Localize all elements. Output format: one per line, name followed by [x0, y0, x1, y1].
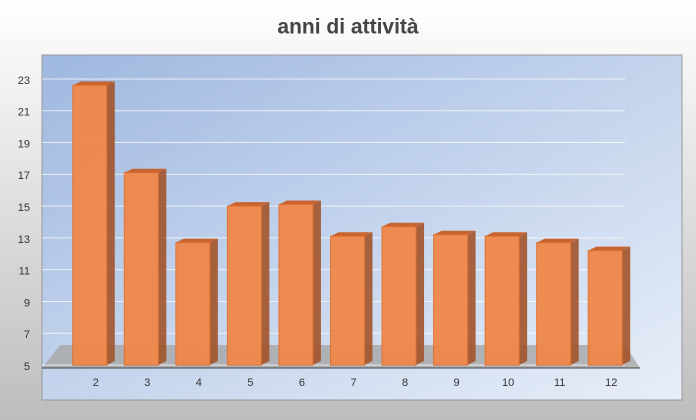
x-tick-label: 5	[247, 377, 253, 389]
x-tick-label: 9	[454, 377, 460, 389]
bar-top	[330, 232, 373, 237]
y-tick-label: 13	[18, 234, 30, 246]
y-tick-label: 5	[24, 361, 30, 373]
bar	[536, 242, 572, 366]
bar	[278, 204, 314, 366]
x-tick-label: 12	[605, 377, 617, 389]
y-tick-label: 21	[18, 107, 30, 119]
bar-side	[158, 168, 167, 365]
bar	[381, 226, 417, 366]
bar-top	[124, 168, 167, 173]
x-tick-label: 11	[554, 377, 565, 389]
x-tick-label: 3	[144, 377, 150, 389]
bar-side	[519, 232, 528, 365]
bar	[330, 235, 365, 366]
bar-side	[209, 238, 218, 365]
y-tick-label: 9	[24, 297, 30, 309]
bar-top	[278, 200, 321, 205]
x-tick-label: 2	[93, 377, 99, 389]
bar-top	[433, 230, 476, 235]
x-tick-label: 8	[402, 377, 408, 389]
bar-side	[416, 222, 425, 365]
bar-top	[485, 232, 528, 237]
bar-top	[588, 246, 631, 251]
bar-side	[622, 246, 631, 365]
bar	[484, 235, 520, 366]
bar-top	[382, 222, 425, 227]
bar-top	[227, 202, 270, 207]
bar	[226, 205, 262, 366]
y-tick-label: 19	[18, 138, 30, 150]
bar-top	[536, 238, 579, 243]
bar-side	[106, 81, 115, 365]
bar	[72, 84, 108, 366]
bar-side	[364, 232, 373, 365]
bar-side	[570, 238, 579, 365]
bar-top	[72, 81, 115, 86]
bar-top	[175, 238, 218, 243]
y-tick-label: 17	[18, 170, 30, 182]
y-tick-label: 7	[24, 329, 30, 341]
x-tick-label: 6	[299, 377, 305, 389]
bar-side	[261, 202, 270, 365]
y-tick-label: 11	[19, 266, 30, 278]
x-tick-label: 7	[350, 377, 356, 389]
y-tick-label: 15	[18, 202, 30, 214]
bar-side	[467, 230, 476, 365]
bar	[123, 172, 159, 366]
chart-title: anni di attività	[277, 16, 419, 39]
bar	[433, 234, 469, 366]
x-tick-label: 10	[502, 377, 514, 389]
x-tick-label: 4	[196, 377, 202, 389]
bar-side	[312, 200, 321, 365]
y-tick-label: 23	[18, 75, 30, 87]
bar	[175, 242, 211, 366]
bar	[587, 250, 623, 366]
